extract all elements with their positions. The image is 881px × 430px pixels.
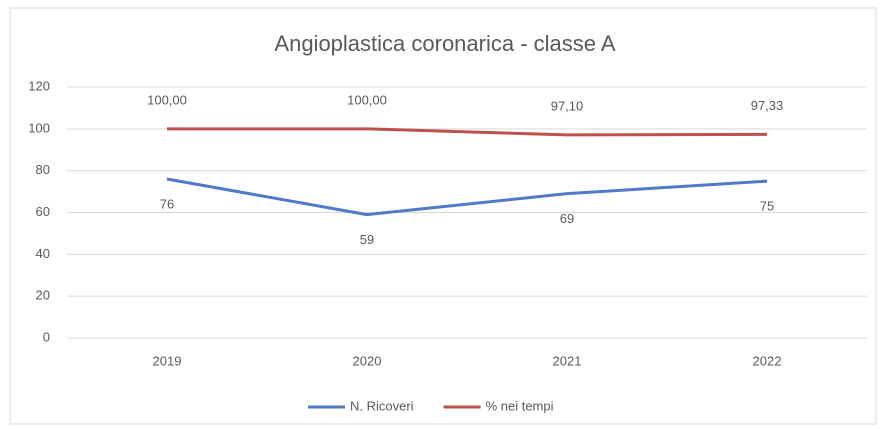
y-tick-label: 0 <box>43 329 50 344</box>
y-tick-label: 60 <box>36 204 50 219</box>
legend-label: N. Ricoveri <box>350 398 414 413</box>
x-tick-label: 2021 <box>553 353 582 368</box>
x-tick-label: 2020 <box>353 353 382 368</box>
data-label: 59 <box>360 232 374 247</box>
series-line <box>166 177 768 217</box>
chart-frame <box>9 7 877 425</box>
data-label: 75 <box>760 199 774 214</box>
y-tick-label: 80 <box>36 162 50 177</box>
data-label: 100,00 <box>147 92 187 107</box>
data-label: 69 <box>560 211 574 226</box>
x-tick-label: 2019 <box>153 353 182 368</box>
x-tick-label: 2022 <box>753 353 782 368</box>
legend-label: % nei tempi <box>486 398 554 413</box>
data-label: 76 <box>160 196 174 211</box>
y-tick-label: 20 <box>36 288 50 303</box>
chart-title: Angioplastica coronarica - classe A <box>274 31 615 56</box>
y-tick-label: 40 <box>36 246 50 261</box>
data-label: 100,00 <box>347 92 387 107</box>
y-tick-label: 120 <box>28 78 50 93</box>
y-tick-label: 100 <box>28 120 50 135</box>
data-label: 97,10 <box>551 98 584 113</box>
data-label: 97,33 <box>751 98 784 113</box>
series-line <box>167 127 768 137</box>
